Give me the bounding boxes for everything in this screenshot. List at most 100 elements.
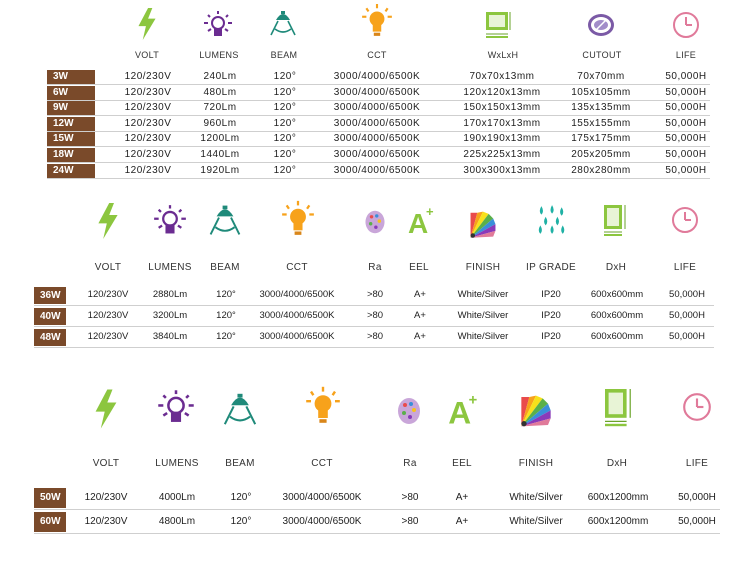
header-cct: CCT <box>286 262 308 273</box>
size-cell: 300x300x13mm <box>463 164 541 176</box>
header-beam: BEAM <box>270 50 298 60</box>
beam-icon <box>268 8 298 38</box>
header-beam: BEAM <box>210 262 240 273</box>
table-row: 18W 120/230V 1440Lm 120° 3000/4000/6500K 225x… <box>47 148 710 163</box>
table-row: 15W 120/230V 1200Lm 120° 3000/4000/6500K 190x… <box>47 132 710 148</box>
size-icon <box>482 10 514 40</box>
lumens-cell: 1920Lm <box>200 164 240 176</box>
dxh-cell: 600x600mm <box>590 310 644 321</box>
header-volt: VOLT <box>134 50 160 60</box>
cct-cell: 3000/4000/6500K <box>259 289 335 300</box>
eel-cell: A+ <box>455 492 469 503</box>
header-lumens: LUMENS <box>199 50 239 60</box>
lumens-cell: 240Lm <box>203 71 237 82</box>
ra-cell: >80 <box>401 516 419 527</box>
life-cell: 50,000H <box>669 310 705 321</box>
ip-cell: IP20 <box>541 310 561 321</box>
lumens-cell: 4000Lm <box>158 492 196 503</box>
cutout-cell: 205x205mm <box>571 149 631 160</box>
eel-cell: A+ <box>455 516 469 527</box>
lumens-cell: 2880Lm <box>152 289 188 300</box>
lumens-cell: 960Lm <box>203 117 237 129</box>
volt-cell: 120/230V <box>124 133 172 145</box>
life-cell: 50,000H <box>665 102 707 114</box>
table-row: 48W 120/230V 3840Lm 120° 3000/4000/6500K >80 A… <box>34 328 714 348</box>
life-cell: 50,000H <box>665 71 707 82</box>
size-cell: 120x120x13mm <box>463 86 541 98</box>
header-cutout: CUTOUT <box>582 50 622 60</box>
header-finish: FINISH <box>518 458 554 469</box>
eel-cell: A+ <box>414 289 426 300</box>
size-cell: 225x225x13mm <box>463 149 541 160</box>
beam-cell: 120° <box>273 117 297 129</box>
ra-cell: >80 <box>366 310 384 321</box>
life-cell: 50,000H <box>678 492 716 503</box>
finish-cell: White/Silver <box>509 516 563 527</box>
header-lumens: LUMENS <box>155 458 199 469</box>
life-cell: 50,000H <box>665 149 707 160</box>
volt-cell: 120/230V <box>87 310 129 321</box>
wattage-cell: 36W <box>34 287 66 304</box>
table-row: 50W 120/230V 4000Lm 120° 3000/4000/6500K >80 A… <box>34 486 720 510</box>
table-row: 9W 120/230V 720Lm 120° 3000/4000/6500K 150x15… <box>47 101 710 117</box>
dxh-cell: 600x1200mm <box>587 516 649 527</box>
cct-icon <box>281 200 315 238</box>
table-row: 36W 120/230V 2880Lm 120° 3000/4000/6500K >80 A… <box>34 286 714 306</box>
cct-icon <box>361 4 393 38</box>
icon-row-2: VOLT LUMENS BEAM CCT Ra EEL FINISH IP GR… <box>0 190 751 280</box>
table-row: 24W 120/230V 1920Lm 120° 3000/4000/6500K 300x… <box>47 163 710 179</box>
header-dxh: DxH <box>605 262 627 273</box>
ip-cell: IP20 <box>541 289 561 300</box>
header-volt: VOLT <box>92 458 120 469</box>
volt-cell: 120/230V <box>124 164 172 176</box>
table-1200-panels: VOLT LUMENS BEAM CCT Ra EEL FINISH DxH L… <box>0 370 751 570</box>
life-cell: 50,000H <box>665 86 707 98</box>
finish-cell: White/Silver <box>457 331 509 342</box>
cutout-cell: 105x105mm <box>571 86 631 98</box>
cct-cell: 3000/4000/6500K <box>333 102 421 114</box>
cct-icon <box>305 382 341 430</box>
cutout-icon <box>585 10 617 40</box>
size-cell: 70x70x13mm <box>469 71 535 82</box>
cct-cell: 3000/4000/6500K <box>282 516 362 527</box>
cct-cell: 3000/4000/6500K <box>259 331 335 342</box>
header-ip-grade: IP GRADE <box>525 262 577 273</box>
table-600-panels: VOLT LUMENS BEAM CCT Ra EEL FINISH IP GR… <box>0 190 751 360</box>
header-dxh: DxH <box>606 458 628 469</box>
table-small-panels: VOLT LUMENS BEAM CCT WxLxH CUTOUT LIFE 3… <box>0 0 751 180</box>
panel-size-icon <box>599 384 635 430</box>
finish-icon <box>516 388 556 430</box>
header-beam: BEAM <box>225 458 255 469</box>
beam-icon <box>207 202 243 238</box>
ip-grade-icon <box>535 204 567 236</box>
volt-cell: 120/230V <box>84 492 128 503</box>
beam-cell: 120° <box>273 133 297 145</box>
lumens-cell: 720Lm <box>203 102 237 114</box>
beam-cell: 120° <box>273 102 297 114</box>
header-life: LIFE <box>675 50 697 60</box>
beam-cell: 120° <box>230 492 252 503</box>
volt-cell: 120/230V <box>84 516 128 527</box>
volt-icon <box>93 386 119 432</box>
life-cell: 50,000H <box>665 133 707 145</box>
table-row: 3W 120/230V 240Lm 120° 3000/4000/6500K 70x70x… <box>47 70 710 85</box>
wattage-cell: 48W <box>34 329 66 346</box>
lumens-icon <box>153 204 187 238</box>
header-size: WxLxH <box>487 50 519 60</box>
eel-cell: A+ <box>414 310 426 321</box>
header-life: LIFE <box>685 458 709 469</box>
ra-cell: >80 <box>366 331 384 342</box>
lumens-cell: 3200Lm <box>152 310 188 321</box>
cct-cell: 3000/4000/6500K <box>259 310 335 321</box>
finish-cell: White/Silver <box>509 492 563 503</box>
header-finish: FINISH <box>465 262 501 273</box>
wattage-cell: 24W <box>47 163 95 178</box>
volt-cell: 120/230V <box>87 331 129 342</box>
beam-cell: 120° <box>216 310 236 321</box>
ra-cell: >80 <box>366 289 384 300</box>
life-icon <box>671 10 701 40</box>
table-row: 6W 120/230V 480Lm 120° 3000/4000/6500K 120x12… <box>47 85 710 101</box>
cutout-cell: 135x135mm <box>571 102 631 114</box>
cutout-cell: 175x175mm <box>571 133 631 145</box>
volt-cell: 120/230V <box>87 289 129 300</box>
